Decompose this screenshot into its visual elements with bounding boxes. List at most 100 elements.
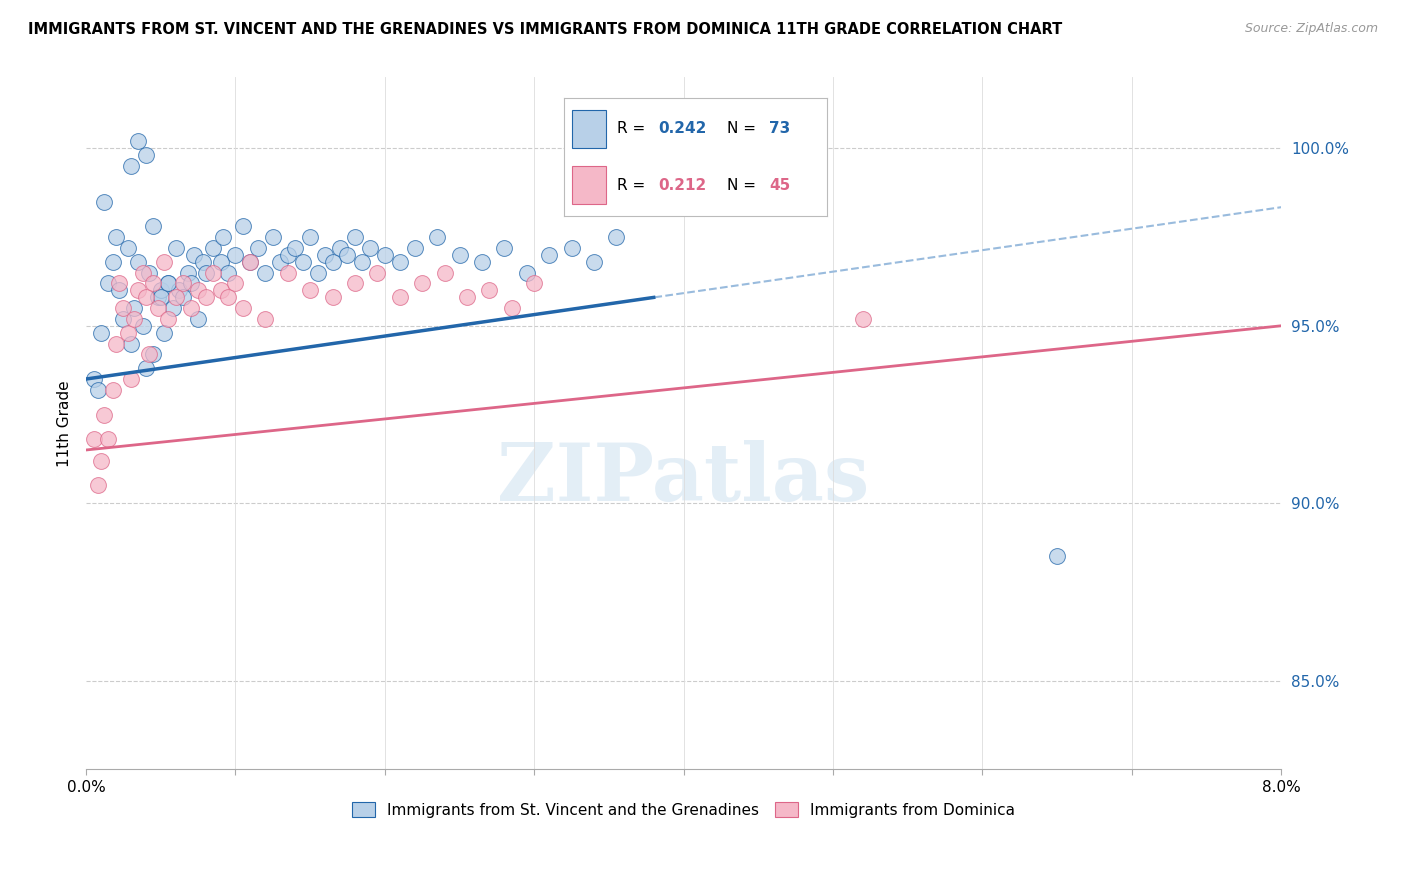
Point [426, 230, 449, 244]
Point [117, 326, 139, 340]
Point [246, 241, 269, 255]
Point [101, 383, 124, 397]
Point [87, 478, 110, 492]
Point [411, 277, 433, 291]
Point [132, 318, 155, 333]
Point [127, 134, 149, 148]
Point [120, 372, 142, 386]
Point [152, 255, 174, 269]
Point [93, 408, 115, 422]
Point [112, 311, 135, 326]
Point [97, 277, 120, 291]
Point [314, 248, 336, 262]
Point [239, 255, 262, 269]
Point [180, 277, 202, 291]
Point [209, 283, 232, 297]
Text: IMMIGRANTS FROM ST. VINCENT AND THE GRENADINES VS IMMIGRANTS FROM DOMINICA 11TH : IMMIGRANTS FROM ST. VINCENT AND THE GREN… [28, 22, 1063, 37]
Point [322, 255, 344, 269]
Point [104, 336, 127, 351]
Point [322, 290, 344, 304]
Point [254, 266, 277, 280]
Point [90, 326, 112, 340]
Point [388, 255, 411, 269]
Point [120, 159, 142, 173]
Point [299, 230, 322, 244]
Point [299, 283, 322, 297]
Point [217, 266, 239, 280]
Point [343, 277, 366, 291]
Point [117, 241, 139, 255]
Point [561, 241, 583, 255]
Point [374, 248, 396, 262]
Point [132, 266, 155, 280]
Point [157, 277, 180, 291]
Y-axis label: 11th Grade: 11th Grade [58, 380, 72, 467]
Point [212, 230, 235, 244]
Point [142, 347, 165, 361]
Point [433, 266, 456, 280]
Point [149, 290, 172, 304]
Point [336, 248, 359, 262]
Point [87, 383, 110, 397]
Point [187, 283, 209, 297]
Point [202, 241, 225, 255]
Point [101, 255, 124, 269]
Point [90, 453, 112, 467]
Point [187, 311, 209, 326]
Point [254, 311, 277, 326]
Point [388, 290, 411, 304]
Point [152, 326, 174, 340]
Point [538, 248, 561, 262]
Point [329, 241, 352, 255]
Point [232, 219, 254, 234]
Point [404, 241, 426, 255]
Point [135, 290, 157, 304]
Point [471, 255, 494, 269]
Point [108, 283, 131, 297]
Point [146, 290, 169, 304]
Point [478, 283, 501, 297]
Point [359, 241, 381, 255]
Point [127, 255, 149, 269]
Point [135, 148, 157, 162]
Point [224, 248, 246, 262]
Point [352, 255, 374, 269]
Point [112, 301, 135, 315]
Point [277, 248, 299, 262]
Point [146, 301, 169, 315]
Point [582, 255, 605, 269]
Point [366, 266, 388, 280]
Point [605, 230, 627, 244]
Point [194, 266, 217, 280]
Point [209, 255, 232, 269]
Point [523, 277, 546, 291]
Point [142, 277, 165, 291]
Point [180, 301, 202, 315]
Point [122, 301, 145, 315]
Point [269, 255, 291, 269]
Point [224, 277, 246, 291]
Point [1046, 549, 1069, 564]
Point [157, 277, 180, 291]
Point [191, 255, 214, 269]
Point [172, 277, 194, 291]
Point [138, 266, 160, 280]
Point [83, 433, 105, 447]
Text: Source: ZipAtlas.com: Source: ZipAtlas.com [1244, 22, 1378, 36]
Point [307, 266, 329, 280]
Point [167, 283, 190, 297]
Point [277, 266, 299, 280]
Point [183, 248, 205, 262]
Point [194, 290, 217, 304]
Point [122, 311, 145, 326]
Point [93, 194, 115, 209]
Point [104, 230, 127, 244]
Point [83, 372, 105, 386]
Point [262, 230, 284, 244]
Legend: Immigrants from St. Vincent and the Grenadines, Immigrants from Dominica: Immigrants from St. Vincent and the Gren… [346, 796, 1021, 824]
Point [343, 230, 366, 244]
Point [494, 241, 516, 255]
Point [97, 433, 120, 447]
Point [202, 266, 225, 280]
Point [501, 301, 523, 315]
